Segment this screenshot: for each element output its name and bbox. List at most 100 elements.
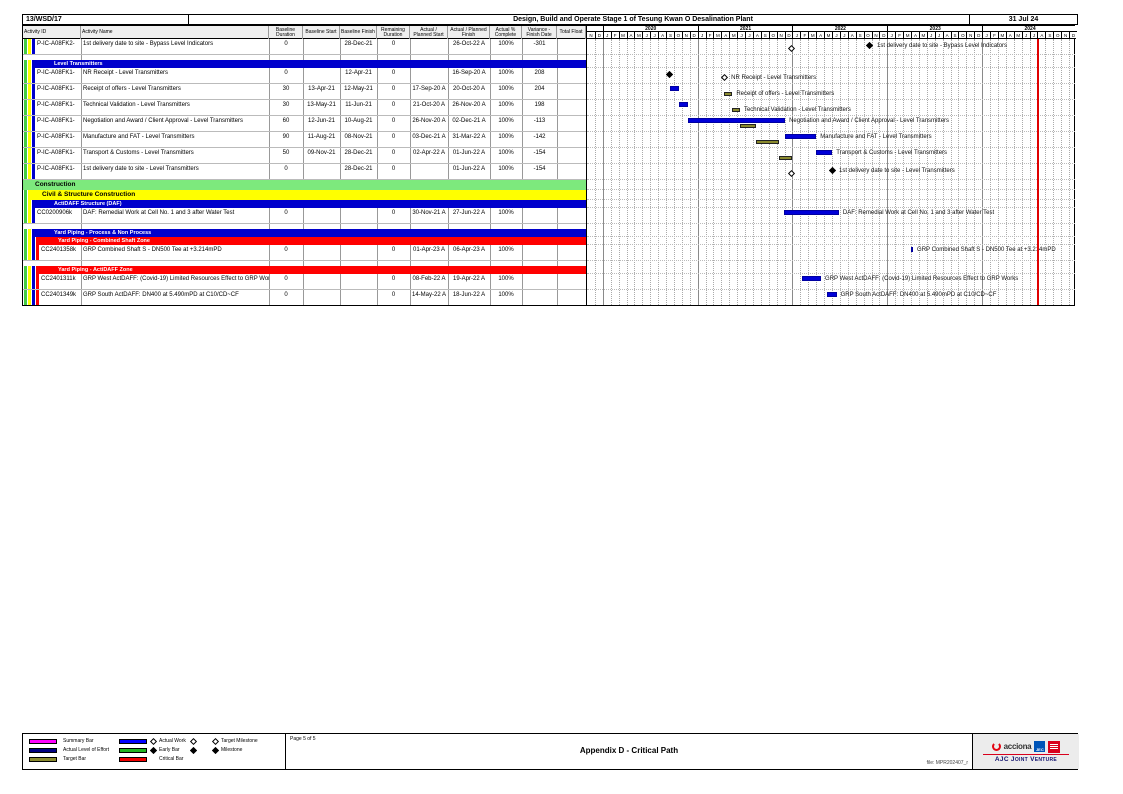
file-name-label: file: MPR202407_r [926, 760, 968, 766]
table-cell-total_float [557, 132, 586, 148]
column-separator [557, 39, 558, 305]
table-cell-variance [522, 208, 557, 224]
month-gridline [618, 39, 620, 305]
table-cell-variance: 204 [534, 86, 545, 92]
legend-hollow-diamond-sample [189, 737, 198, 746]
legend-label: Actual Level of Effort [63, 747, 110, 753]
timeline-month-cell: A [816, 32, 824, 39]
gantt-milestone [828, 166, 836, 175]
gantt-bar-target [778, 156, 792, 160]
timeline-month-cell: A [752, 32, 761, 39]
table-row-separator [23, 115, 586, 116]
wbs-stripe-b [32, 290, 35, 305]
table-cell-total_float [557, 39, 586, 55]
wbs-stripe-b [32, 68, 35, 84]
gantt-bar-target [739, 124, 756, 128]
table-cell-bl_start [303, 274, 340, 290]
table-row-separator [23, 163, 586, 164]
timeline-year-cell: 2021 [697, 26, 793, 32]
wbs-band-yard-piping-actidaff-zone: Yard Piping - ActiDAFF Zone [36, 266, 586, 274]
table-cell-id: P-IC-A08FK1- [37, 150, 75, 156]
table-cell-pct: 100% [498, 134, 514, 140]
timeline-month-cell: J [982, 32, 990, 39]
table-cell-ap_finish: 31-Mar-22 A [452, 134, 486, 140]
wbs-stripe-b [32, 245, 35, 261]
project-title: Design, Build and Operate Stage 1 of Tes… [513, 16, 753, 23]
gantt-bar-label: Technical Validation - Level Transmitter… [743, 107, 851, 113]
wbs-stripe-b [32, 237, 35, 245]
gantt-row-separator [587, 199, 1076, 200]
timeline-month-cell: M [824, 32, 832, 39]
table-cell-ap_start [410, 68, 448, 84]
table-cell-pct: 100% [498, 102, 514, 108]
table-cell-pct: 100% [498, 166, 514, 172]
logo-divider [983, 753, 1069, 755]
table-cell-rem_dur: 0 [391, 247, 396, 253]
wbs-stripe-b [32, 148, 35, 164]
table-cell-ap_start [410, 164, 448, 180]
wbs-stripe-g [24, 116, 27, 132]
table-cell-total_float [557, 68, 586, 84]
table-cell-bl_start [303, 245, 340, 261]
timeline-month-cell: O [1053, 32, 1061, 39]
wbs-stripe-g [24, 164, 27, 180]
table-cell-total_float [557, 116, 586, 132]
timeline-month-cell: M [903, 32, 911, 39]
timeline-month-cell: D [689, 32, 698, 39]
timeline-month-cell: M [729, 32, 737, 39]
table-cell-ap_start: 26-Nov-20 A [412, 118, 446, 124]
month-gridline [1029, 39, 1031, 305]
year-gridline [697, 39, 699, 305]
timeline-year-cell: 2024 [982, 26, 1077, 32]
table-cell-id: P-IC-A08FK1- [37, 166, 75, 172]
timeline-month-cell: J [926, 32, 935, 39]
gantt-bar-label: Transport & Customs - Level Transmitters [836, 149, 948, 156]
timeline-month-cell: M [918, 32, 927, 39]
month-gridline [1013, 39, 1015, 305]
month-gridline [816, 39, 818, 305]
timeline-month-cell: J [1029, 32, 1038, 39]
wbs-stripe-y [28, 274, 31, 290]
gantt-chart-region: Activity ID Activity Name Baseline Duratio… [22, 25, 1077, 306]
wbs-stripe-g [24, 266, 27, 274]
table-cell-ap_start: 14-May-22 A [411, 292, 447, 298]
table-cell-variance: -154 [533, 150, 546, 156]
table-cell-ap_start: 21-Oct-20 A [412, 102, 445, 108]
table-cell-id: CC0200906k [37, 210, 73, 216]
table-cell-pct: 100% [498, 118, 514, 124]
table-cell-id: CC2401358k [41, 247, 77, 253]
wbs-band-yard-piping-combined-shaft-zone: Yard Piping - Combined Shaft Zone [36, 237, 586, 245]
wbs-stripe-y [28, 84, 31, 100]
legend-hollow-diamond [149, 737, 158, 746]
column-header-rem_dur: Remaining Duration [377, 26, 410, 39]
table-cell-bl_start: 13-May-21 [307, 102, 336, 108]
month-gridline [966, 39, 968, 305]
month-gridline [847, 39, 849, 305]
wbs-stripe-r [36, 290, 39, 305]
legend-label: Early Bar [159, 747, 180, 753]
wbs-band-civil-structure-construction: Civil & Structure Construction [28, 190, 586, 200]
table-cell-bl_finish: 28-Dec-21 [344, 166, 373, 172]
contract-number: 13/WSD/17 [23, 15, 189, 24]
table-cell-variance: 198 [534, 102, 545, 108]
table-cell-ap_start: 30-Nov-21 A [412, 210, 446, 216]
gantt-bar-label: Negotiation and Award / Client Approval … [789, 117, 950, 124]
table-cell-bl_finish: 12-May-21 [344, 86, 373, 92]
month-gridline [903, 39, 905, 305]
report-footer: Summary Bar Actual Work Target Milestone Ac… [22, 733, 1079, 770]
legend-label: Target Milestone [221, 738, 258, 744]
timeline-month-cell: F [990, 32, 998, 39]
timeline-month-cell: F [895, 32, 903, 39]
table-cell-variance: -154 [533, 166, 546, 172]
table-cell-variance: -142 [533, 134, 546, 140]
month-gridline [642, 39, 644, 305]
wbs-stripe-r [36, 274, 39, 290]
joint-venture-name: AJC Joint Venture [994, 755, 1058, 763]
table-cell-rem_dur: 0 [391, 70, 396, 76]
table-cell-bl_dur: 30 [282, 102, 290, 108]
table-cell-name: Receipt of offers - Level Transmitters [83, 86, 181, 92]
table-cell-total_float [557, 274, 586, 290]
column-separator [340, 39, 341, 305]
table-cell-rem_dur: 0 [391, 102, 396, 108]
table-cell-bl_finish: 28-Dec-21 [344, 150, 373, 156]
